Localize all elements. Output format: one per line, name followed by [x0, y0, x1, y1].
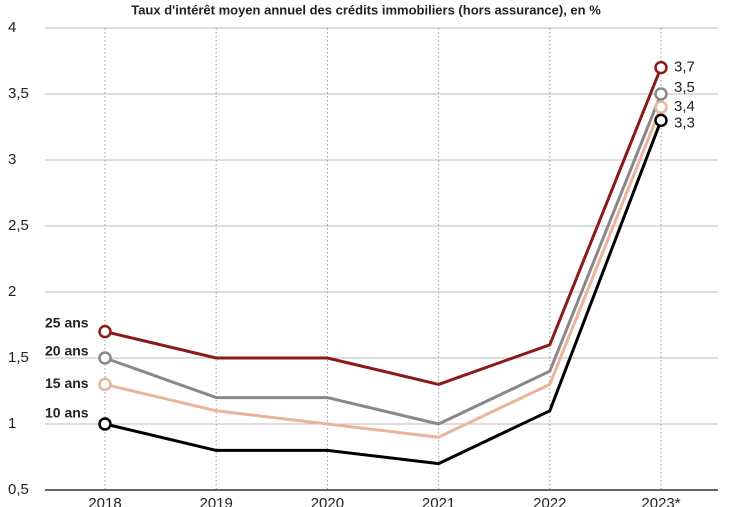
point-marker	[654, 113, 668, 128]
y-tick-label: 1	[8, 415, 16, 432]
value-label: 3,3	[674, 114, 695, 131]
x-tick-label: 2018	[88, 495, 121, 507]
x-tick-label: 2021	[422, 495, 455, 507]
legend-label: 20 ans	[45, 343, 89, 359]
legend-label: 10 ans	[45, 405, 89, 421]
point-marker	[654, 87, 668, 101]
y-tick-label: 0,5	[8, 481, 29, 498]
series-line	[104, 119, 663, 466]
value-label: 3,4	[674, 98, 695, 115]
point-marker	[654, 100, 668, 114]
series-line	[104, 93, 663, 426]
y-tick-label: 4	[8, 19, 16, 36]
point-marker	[98, 417, 112, 431]
point-marker	[98, 351, 112, 365]
point-marker	[654, 60, 668, 75]
x-tick-label: 2020	[311, 495, 344, 507]
point-marker	[98, 324, 112, 339]
chart-title: Taux d'intérêt moyen annuel des crédits …	[131, 2, 601, 17]
series-line	[104, 106, 663, 439]
x-tick-label: 2023*	[641, 495, 680, 507]
y-tick-label: 3,5	[8, 85, 29, 102]
y-tick-label: 1,5	[8, 349, 29, 366]
series-line	[104, 67, 663, 386]
value-label: 3,5	[674, 79, 695, 96]
y-tick-label: 2	[8, 283, 16, 300]
x-tick-label: 2019	[200, 495, 233, 507]
legend-label: 15 ans	[45, 375, 89, 391]
y-tick-label: 2,5	[8, 217, 29, 234]
point-marker	[98, 377, 112, 392]
x-tick-label: 2022	[533, 495, 566, 507]
value-label: 3,7	[674, 59, 695, 76]
y-tick-label: 3	[8, 151, 16, 168]
legend-label: 25 ans	[45, 314, 89, 330]
